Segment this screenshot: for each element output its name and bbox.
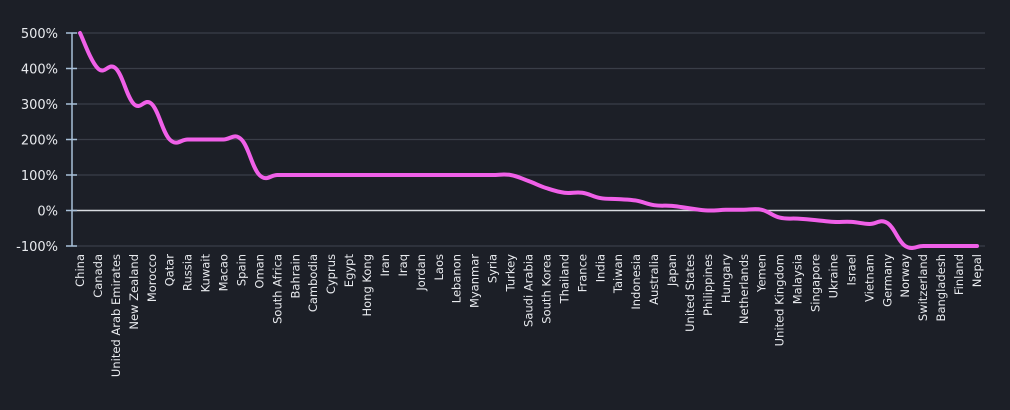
x-tick-label: Vietnam [862,254,876,302]
x-tick-label: Cyprus [324,254,338,294]
x-tick-label: Lebanon [450,254,464,303]
x-tick-label: Yemen [755,254,769,293]
x-tick-label: South Africa [270,254,284,324]
x-tick-label: Finland [952,254,966,295]
x-tick-label: Iraq [396,254,410,276]
y-tick-label: -100% [16,240,58,255]
x-tick-label: Myanmar [468,254,482,308]
y-tick-label: 100% [21,169,58,184]
x-tick-label: Saudi Arabia [522,254,536,327]
x-tick-label: Syria [486,254,500,283]
x-tick-label: Netherlands [737,254,751,324]
x-tick-label: Singapore [809,254,823,312]
x-tick-label: Bahrain [288,254,302,298]
y-tick-label: 400% [21,63,58,78]
y-tick-label: 500% [21,27,58,42]
x-tick-label: Israel [844,254,858,285]
y-tick-label: 300% [21,98,58,113]
x-tick-label: Spain [234,254,248,286]
x-tick-label: Qatar [163,254,177,287]
y-tick-label: 0% [37,205,58,220]
x-tick-label: Indonesia [629,254,643,310]
x-tick-label: Taiwan [611,254,625,294]
x-tick-label: Iran [378,254,392,276]
x-tick-label: Egypt [342,254,356,288]
x-tick-label: Turkey [504,254,518,293]
x-tick-label: France [575,254,589,292]
series [80,33,977,248]
x-tick-label: Japan [665,254,679,287]
x-tick-label: Russia [181,254,195,291]
x-tick-label: Macao [217,254,231,291]
x-tick-label: India [593,254,607,282]
x-tick-label: Kuwait [199,254,213,293]
x-tick-label: Philippines [701,254,715,316]
y-axis: -100% 0% 100% 200% 300% 400% 500% [16,27,77,255]
x-tick-label: United States [683,254,697,332]
x-tick-label: South Korea [539,254,553,324]
x-axis: China Canada United Arab Emirates New Zeala… [73,254,984,378]
x-tick-label: Morocco [145,254,159,302]
x-tick-label: Canada [91,254,105,298]
x-tick-label: Oman [252,254,266,289]
x-tick-label: Germany [880,254,894,307]
x-tick-label: Bangladesh [934,254,948,321]
x-tick-label: Hungary [719,254,733,303]
x-tick-label: Ukraine [826,254,840,298]
x-tick-label: Hong Kong [360,254,374,317]
y-tick-label: 200% [21,134,58,149]
x-tick-label: Cambodia [306,254,320,312]
x-tick-label: Jordan [414,254,428,292]
x-tick-label: New Zealand [127,254,141,330]
x-tick-label: China [73,254,87,287]
series-line [80,33,977,248]
x-tick-label: Laos [432,254,446,280]
x-tick-label: United Kingdom [773,254,787,346]
x-tick-label: Nepal [970,254,984,287]
x-tick-label: Norway [898,254,912,298]
x-tick-label: Switzerland [916,254,930,321]
x-tick-label: Thailand [557,254,571,304]
x-tick-label: Australia [647,254,661,305]
x-tick-label: Malaysia [791,254,805,304]
x-tick-label: United Arab Emirates [109,254,123,377]
